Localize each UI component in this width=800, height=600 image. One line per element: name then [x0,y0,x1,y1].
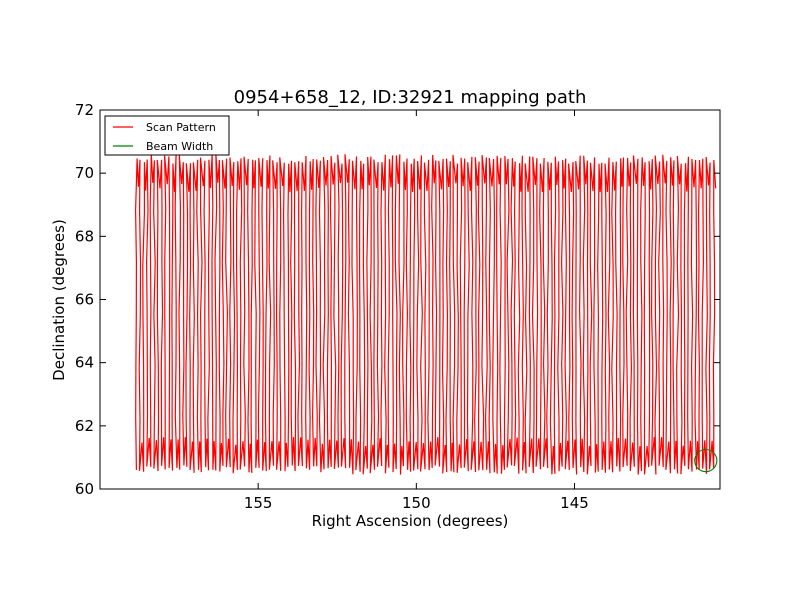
y-tick-label: 64 [75,354,94,372]
plot-content [134,154,718,475]
y-tick-label: 66 [75,291,94,309]
legend-label-beam-width: Beam Width [146,140,213,153]
legend-label-scan-pattern: Scan Pattern [146,121,216,134]
beam-width-circle [694,448,718,473]
x-tick-label: 145 [560,494,589,512]
y-tick-label: 68 [75,227,94,245]
legend-box [104,115,230,156]
chart-title: 0954+658_12, ID:32921 mapping path [234,87,587,108]
y-tick-label: 70 [75,164,94,182]
y-tick-label: 60 [75,480,94,498]
legend: Scan Pattern Beam Width [104,115,230,156]
x-tick-label: 155 [244,494,273,512]
x-axis-label: Right Ascension (degrees) [312,512,509,530]
x-tick-label: 150 [402,494,431,512]
axis-ticks: 155 150 145 60 62 64 66 68 70 72 [75,101,720,512]
y-tick-label: 72 [75,101,94,119]
y-axis-label: Declination (degrees) [50,219,68,381]
scan-pattern-line [134,154,717,475]
y-tick-label: 62 [75,417,94,435]
